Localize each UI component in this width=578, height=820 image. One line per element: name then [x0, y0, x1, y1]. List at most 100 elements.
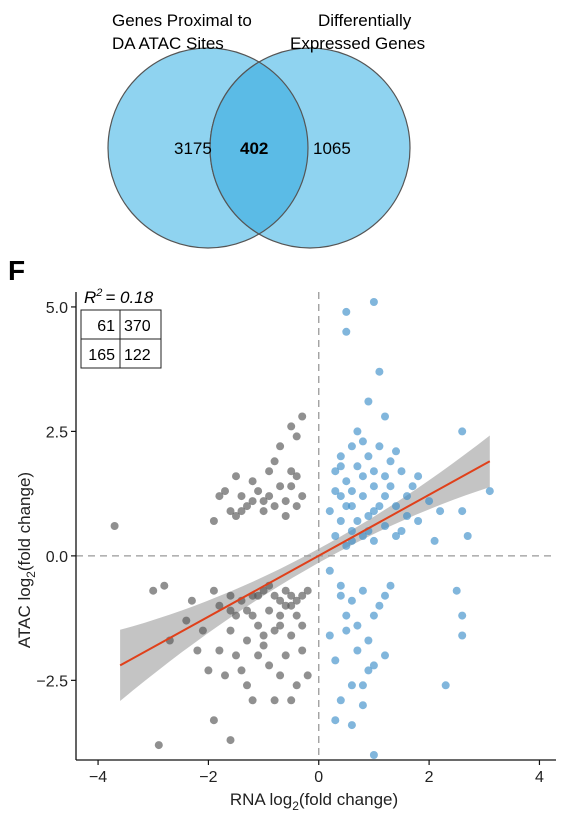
data-point: [408, 482, 417, 491]
data-point: [248, 696, 257, 705]
data-point: [237, 492, 246, 501]
data-point: [298, 591, 307, 600]
data-point: [292, 611, 301, 620]
x-tick-label: 2: [425, 769, 434, 786]
data-point: [303, 586, 312, 595]
data-point: [287, 696, 296, 705]
data-point: [381, 651, 389, 660]
data-point: [254, 591, 263, 600]
data-point: [369, 467, 378, 476]
data-point: [347, 596, 356, 605]
data-point: [358, 492, 367, 501]
data-point: [226, 736, 235, 745]
data-point: [232, 472, 240, 481]
data-point: [270, 457, 279, 466]
data-point: [403, 492, 411, 501]
data-point: [458, 631, 467, 640]
data-point: [369, 298, 378, 306]
data-point: [237, 507, 246, 516]
table-cell-top-left: 61: [97, 318, 115, 335]
data-point: [336, 591, 345, 600]
venn-right-count: 1065: [313, 139, 351, 158]
data-point: [303, 671, 312, 680]
data-point: [392, 502, 400, 511]
data-point: [381, 412, 389, 421]
data-point: [463, 532, 472, 540]
data-point: [259, 586, 268, 595]
data-point: [358, 701, 367, 710]
data-point: [270, 696, 279, 705]
data-point: [386, 581, 395, 590]
data-point: [397, 527, 406, 535]
data-point: [298, 492, 307, 501]
data-point: [358, 532, 367, 540]
venn-diagram: Genes Proximal to DA ATAC Sites Differen…: [107, 11, 425, 249]
confidence-band: [120, 435, 490, 701]
data-point: [458, 611, 467, 620]
data-point: [287, 601, 296, 610]
data-point: [347, 527, 356, 535]
venn-overlap-count: 402: [240, 139, 268, 158]
data-point: [232, 512, 240, 520]
data-point: [369, 661, 378, 670]
data-point: [281, 586, 290, 595]
data-point: [259, 497, 268, 506]
data-point: [353, 462, 362, 471]
data-points: [110, 298, 494, 759]
data-point: [425, 497, 434, 506]
data-point: [386, 482, 395, 491]
x-ticks: −4 −2 0 2 4: [89, 760, 544, 786]
data-point: [281, 512, 290, 520]
data-point: [270, 502, 279, 511]
data-point: [221, 671, 229, 680]
data-point: [254, 651, 263, 660]
y-tick-label: 2.5: [46, 424, 68, 441]
data-point: [259, 507, 268, 516]
data-point: [342, 502, 351, 511]
data-point: [342, 611, 351, 620]
venn-overlap: [209, 61, 309, 235]
r-squared-annotation: R2 = 0.18: [84, 287, 154, 307]
data-point: [364, 397, 373, 406]
data-point: [215, 601, 224, 610]
data-point: [392, 532, 400, 540]
x-tick-label: 0: [314, 769, 323, 786]
data-point: [336, 517, 345, 525]
data-point: [298, 621, 307, 630]
data-point: [270, 591, 279, 600]
data-point: [292, 596, 301, 605]
data-point: [215, 646, 224, 655]
data-point: [292, 681, 301, 690]
data-point: [369, 751, 378, 759]
data-point: [276, 611, 285, 620]
x-tick-label: −2: [199, 769, 217, 786]
data-point: [358, 472, 367, 481]
data-point: [281, 601, 290, 610]
data-point: [342, 626, 351, 635]
data-point: [226, 606, 235, 615]
venn-left-label-line2: DA ATAC Sites: [112, 34, 224, 53]
data-point: [342, 307, 351, 316]
data-point: [193, 646, 202, 655]
data-point: [243, 502, 251, 511]
data-point: [375, 442, 384, 451]
data-point: [347, 442, 356, 451]
data-point: [209, 586, 218, 595]
data-point: [281, 651, 290, 660]
data-point: [276, 621, 285, 630]
data-point: [281, 497, 290, 506]
data-point: [336, 452, 345, 461]
data-point: [198, 626, 207, 635]
data-point: [226, 507, 235, 516]
regression-line: [119, 460, 491, 667]
data-point: [347, 487, 356, 496]
data-point: [232, 611, 240, 620]
data-point: [325, 507, 334, 516]
data-point: [336, 462, 345, 471]
data-point: [375, 601, 384, 610]
venn-left-count: 3175: [174, 139, 212, 158]
data-point: [325, 631, 334, 640]
table-cell-top-right: 370: [124, 318, 151, 335]
data-point: [375, 367, 384, 376]
